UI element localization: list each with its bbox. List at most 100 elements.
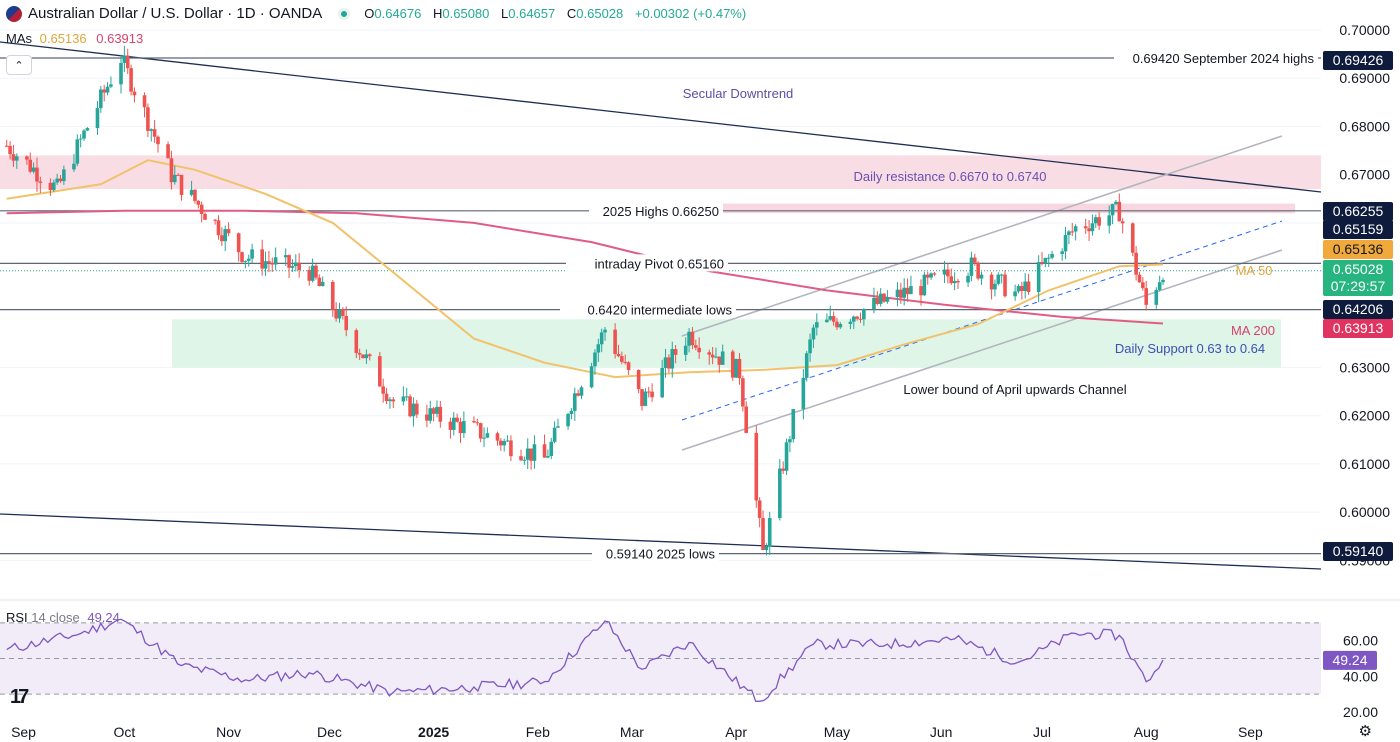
candle-body — [1073, 226, 1078, 232]
price-axis[interactable]: 0.700000.690000.680000.670000.660000.630… — [1323, 22, 1393, 568]
candle — [381, 378, 385, 403]
candle-body — [710, 354, 715, 358]
candle-body — [593, 352, 597, 367]
candle — [922, 271, 927, 296]
candle — [263, 251, 268, 276]
tradingview-logo-icon[interactable]: 17 — [10, 686, 29, 708]
annotation-layer: 0.69420 September 2024 highs 2025 Highs 0… — [560, 48, 1318, 562]
time-tick-label: Jul — [1033, 724, 1051, 740]
candle — [337, 302, 342, 323]
candle-body — [542, 444, 547, 458]
candle-body — [851, 316, 856, 322]
candle — [354, 328, 359, 359]
candle-body — [862, 308, 866, 320]
candle — [885, 290, 890, 304]
candle — [455, 413, 459, 423]
candle-body — [1090, 223, 1095, 232]
candle — [667, 354, 671, 373]
candle-body — [179, 174, 184, 195]
candle-body — [455, 417, 459, 422]
ma50-value: 0.65136 — [39, 31, 87, 46]
time-axis[interactable]: Sep Oct Nov Dec 2025 Feb Mar Apr May Jun Jul Aug Sep — [11, 724, 1263, 740]
collapse-legend-button[interactable]: ⌃ — [6, 55, 32, 75]
level-label: 0.59140 2025 lows — [606, 547, 716, 562]
price-tag-bg — [1323, 202, 1393, 221]
candle-body — [246, 258, 251, 261]
rsi-panel[interactable]: 60.00 40.00 20.00 49.24 — [0, 618, 1378, 720]
candle — [566, 412, 570, 430]
candle-body — [415, 403, 419, 415]
candle — [683, 337, 688, 361]
candle-body — [730, 351, 735, 378]
candle-body — [640, 389, 644, 406]
candle-body — [878, 293, 883, 304]
candle-body — [919, 286, 923, 296]
price-tag-bg — [1323, 277, 1393, 296]
candle-body — [122, 55, 127, 63]
candle-body — [663, 357, 668, 368]
change-value: +0.00302 (+0.47%) — [634, 6, 747, 21]
price-tag-bg — [1323, 51, 1393, 70]
gear-icon[interactable]: ⚙ — [1358, 723, 1372, 740]
candle — [243, 260, 248, 269]
candle-body — [1063, 235, 1068, 252]
candle-body — [979, 274, 984, 279]
candle — [522, 456, 527, 465]
candle — [1137, 271, 1142, 283]
candle-body — [969, 257, 974, 276]
level-label-bg — [560, 300, 736, 318]
candle — [78, 134, 83, 148]
rsi-params: 14 close — [31, 610, 80, 625]
candle — [169, 150, 174, 190]
candle-body — [1083, 226, 1088, 229]
candle-body — [613, 329, 617, 354]
price-tag: 0.65159 — [1333, 221, 1384, 237]
candle-body — [687, 331, 691, 346]
candle — [532, 435, 537, 469]
level-label: 2025 Highs 0.66250 — [603, 204, 719, 219]
candle-body — [646, 391, 651, 393]
candle-body — [310, 265, 315, 281]
candle-body — [213, 219, 217, 221]
candle — [310, 258, 315, 283]
candle — [855, 315, 859, 321]
candle — [697, 337, 701, 359]
candle-body — [828, 316, 833, 320]
candle — [875, 291, 880, 306]
candle-body — [176, 174, 180, 176]
candle-body — [932, 273, 937, 275]
annotation-ma50: MA 50 — [1236, 263, 1273, 278]
rsi-legend[interactable]: RSI 14 close 49.24 — [6, 610, 120, 625]
candle — [4, 139, 9, 148]
rsi-value-tag: 49.24 — [1332, 652, 1367, 668]
rsi-tick-label: 20.00 — [1343, 704, 1378, 720]
ma-legend-label: MAs — [6, 31, 32, 46]
ma-legend[interactable]: MAs 0.65136 0.63913 — [6, 31, 143, 46]
open-label: O — [364, 6, 375, 21]
candle — [220, 227, 224, 246]
candle — [75, 134, 80, 167]
candle — [499, 438, 503, 451]
candle — [435, 400, 439, 418]
candle — [956, 278, 960, 290]
candle-body — [572, 393, 577, 411]
candle-layer[interactable] — [4, 45, 1165, 556]
candle-body — [270, 262, 275, 265]
candle — [764, 543, 769, 556]
candle-body — [82, 130, 86, 139]
candle-body — [683, 345, 688, 355]
candle-body — [129, 68, 133, 92]
candle-body — [411, 403, 416, 417]
candle — [95, 100, 100, 135]
time-tick-label: Mar — [620, 724, 644, 740]
price-tag-bg — [1323, 260, 1393, 279]
candle-body — [616, 353, 621, 357]
candle — [462, 411, 466, 438]
candle — [1070, 222, 1075, 236]
candle — [976, 261, 980, 281]
candle-body — [1040, 262, 1044, 264]
ma200-value: 0.63913 — [96, 31, 144, 46]
symbol-title[interactable]: Australian Dollar / U.S. Dollar · 1D · O… — [28, 5, 323, 22]
candle — [791, 409, 796, 443]
